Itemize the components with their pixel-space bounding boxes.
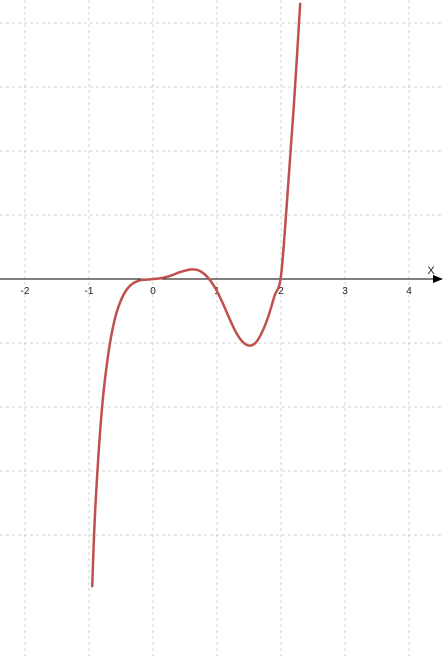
x-tick-label: 3 [342, 286, 348, 297]
x-tick-label: -2 [21, 286, 30, 297]
x-tick-label: 0 [150, 286, 156, 297]
series-line [90, 2, 302, 588]
x-axis-label: X [427, 265, 435, 277]
series-layer [90, 2, 302, 588]
x-tick-label: -1 [85, 286, 94, 297]
x-axis-arrow [433, 275, 443, 283]
x-tick-label: 2 [278, 286, 284, 297]
x-tick-label: 4 [406, 286, 412, 297]
axes [0, 275, 443, 283]
